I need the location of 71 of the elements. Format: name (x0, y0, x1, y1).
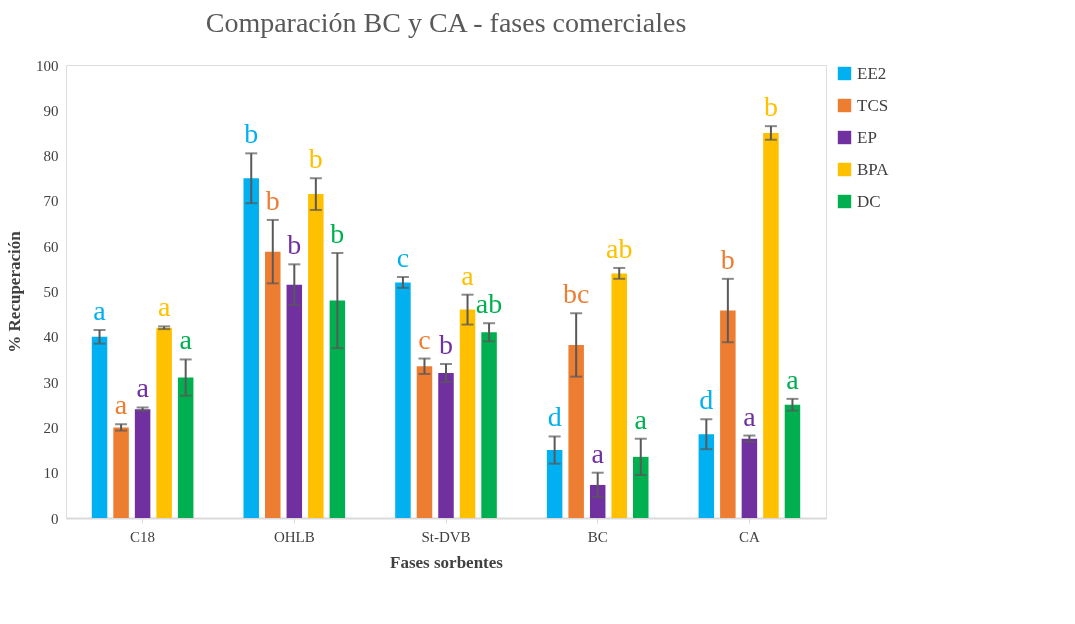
chart-title: Comparación BC y CA - fases comerciales (205, 7, 687, 38)
data-label: b (330, 217, 345, 249)
y-tick-label: 80 (43, 148, 59, 165)
data-label: d (547, 401, 562, 433)
data-label: a (157, 291, 171, 323)
x-tick-label: C18 (130, 528, 156, 545)
data-label: a (743, 400, 757, 432)
x-tick-label: BC (587, 528, 608, 545)
bar (243, 178, 259, 518)
bar (286, 284, 303, 518)
bar (329, 300, 346, 518)
data-label: a (93, 295, 107, 327)
bar (395, 282, 411, 518)
bar (177, 377, 194, 518)
x-tick-label: St-DVB (421, 528, 471, 545)
data-label: a (136, 372, 150, 404)
bar (156, 327, 172, 518)
bar (308, 194, 324, 518)
bar (720, 310, 736, 518)
bar (265, 251, 281, 518)
data-label: b (244, 118, 259, 150)
data-label: ab (475, 288, 503, 320)
data-label: c (418, 323, 431, 355)
legend-label: TCS (857, 95, 889, 115)
legend-label: EP (857, 127, 877, 147)
legend-label: BPA (857, 159, 890, 179)
data-label: d (699, 384, 714, 416)
bar (633, 456, 649, 518)
data-label: b (265, 184, 280, 216)
x-axis-title: Fases sorbentes (390, 552, 504, 572)
y-tick-label: 100 (36, 57, 59, 74)
y-tick-label: 0 (51, 510, 59, 527)
data-label: a (114, 389, 128, 421)
legend-label: EE2 (857, 63, 887, 83)
bar (459, 309, 476, 518)
bar (589, 484, 606, 518)
data-label: a (786, 363, 800, 395)
y-axis-title: % Recuperación (5, 230, 24, 353)
y-tick-label: 70 (43, 193, 59, 210)
bar (698, 434, 715, 518)
data-label: a (461, 259, 475, 291)
y-tick-label: 40 (43, 329, 59, 346)
y-tick-label: 20 (43, 419, 59, 436)
bar (91, 336, 108, 518)
data-label: a (179, 324, 193, 356)
data-label: ab (606, 232, 633, 264)
data-label: bc (562, 278, 590, 310)
y-tick-label: 30 (43, 374, 59, 391)
data-label: b (763, 91, 778, 123)
data-label: a (591, 437, 605, 469)
bar (763, 132, 779, 518)
data-label: a (634, 403, 648, 435)
legend-label: DC (857, 191, 881, 211)
bar (611, 273, 627, 518)
y-tick-label: 50 (43, 284, 59, 300)
data-label: b (287, 229, 302, 261)
bar (416, 366, 433, 518)
data-label: b (720, 243, 735, 275)
bar (481, 332, 497, 518)
x-tick-label: OHLB (273, 528, 315, 545)
y-tick-label: 90 (43, 102, 59, 119)
data-label: c (396, 242, 410, 273)
data-label: b (439, 328, 453, 360)
y-tick-label: 60 (43, 238, 59, 255)
bar (438, 373, 454, 518)
x-tick-label: CA (738, 528, 760, 545)
bar (568, 344, 584, 518)
bar (546, 450, 563, 518)
data-label: b (308, 143, 323, 175)
y-tick-label: 10 (43, 465, 59, 482)
bar (784, 404, 801, 518)
